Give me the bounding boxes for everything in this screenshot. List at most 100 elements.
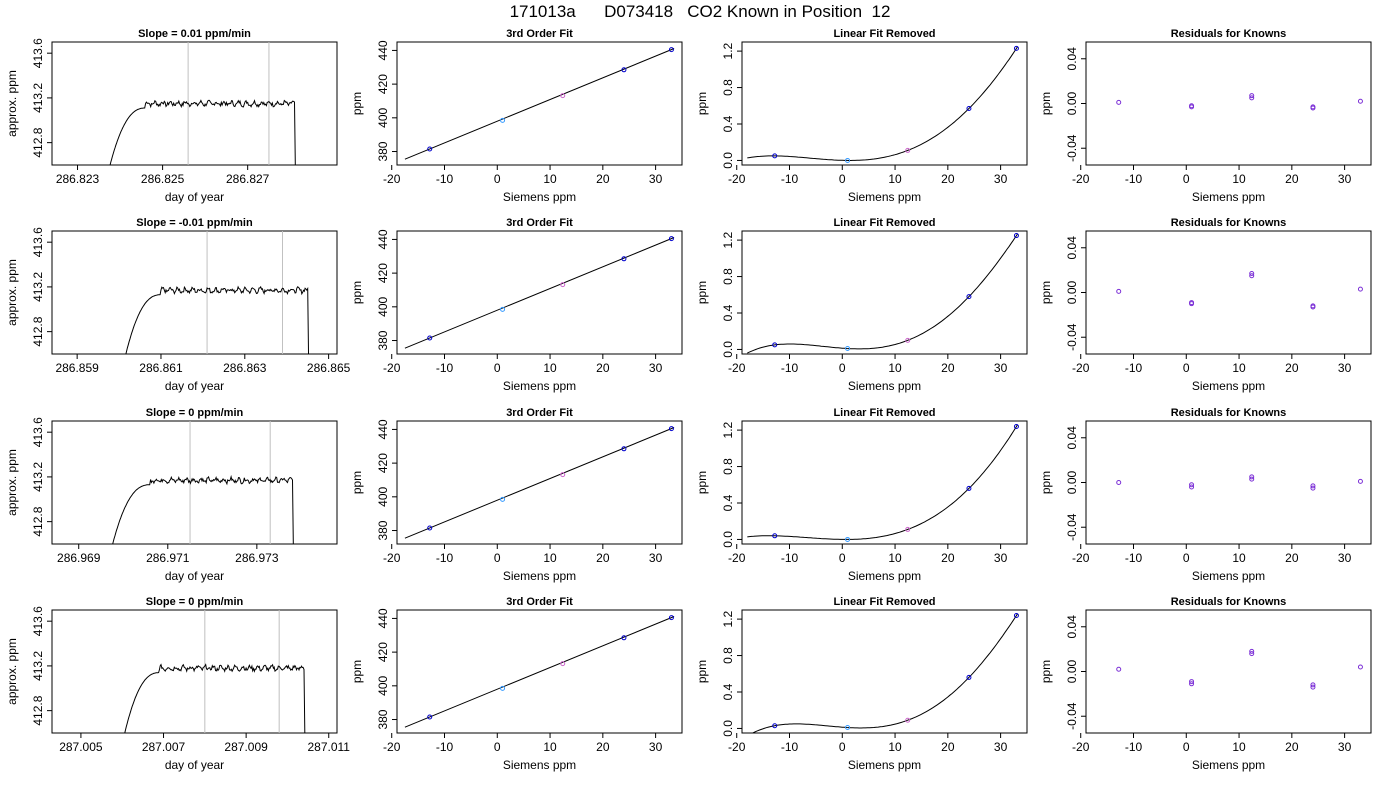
data-point	[772, 153, 778, 159]
x-tick-label: -20	[383, 361, 401, 375]
x-axis-label: Siemens ppm	[1192, 190, 1265, 204]
y-tick-label: 0.4	[721, 683, 735, 700]
y-axis-label: ppm	[1039, 660, 1053, 683]
x-tick-label: -10	[436, 740, 454, 754]
panel-3-3: Residuals for Knowns -20 -10 0 10 20 30 -0.04 0.…	[1039, 596, 1372, 772]
y-axis-label: ppm	[1039, 281, 1053, 304]
x-tick-label: 20	[1285, 551, 1299, 565]
panel-title: Residuals for Knowns	[1171, 28, 1287, 40]
data-point	[905, 337, 911, 343]
x-tick-label: 0	[839, 172, 846, 186]
x-tick-label: -10	[436, 172, 454, 186]
x-axis-label: Siemens ppm	[848, 569, 921, 583]
x-tick-label: -20	[728, 551, 746, 565]
x-tick-label: 20	[596, 551, 610, 565]
data-point	[772, 723, 778, 729]
x-tick-label: 287.005	[59, 740, 103, 754]
y-tick-label: 413.6	[31, 227, 45, 257]
y-axis-label: ppm	[350, 471, 364, 494]
x-tick-label: 30	[1338, 551, 1352, 565]
x-tick-label: 0	[839, 740, 846, 754]
data-point	[1310, 304, 1316, 310]
data-point	[1249, 651, 1255, 657]
x-tick-label: 30	[649, 551, 663, 565]
data-point	[1189, 104, 1195, 110]
x-axis-label: Siemens ppm	[848, 379, 921, 393]
y-tick-label: 380	[376, 330, 390, 350]
panel-0-3: Residuals for Knowns -20 -10 0 10 20 30 -0.04 0.…	[1039, 28, 1372, 204]
panel-title: 3rd Order Fit	[506, 407, 573, 419]
concentration-trace	[109, 99, 296, 165]
data-point	[621, 446, 627, 452]
data-point	[668, 47, 674, 53]
x-tick-label: 0	[1183, 740, 1190, 754]
x-axis-label: Siemens ppm	[1192, 379, 1265, 393]
y-axis-label: ppm	[695, 281, 709, 304]
y-tick-label: 0.00	[1065, 280, 1079, 304]
x-tick-label: 286.971	[146, 551, 190, 565]
data-point	[427, 335, 433, 341]
data-point	[1310, 682, 1316, 688]
concentration-trace	[124, 663, 306, 733]
data-point	[845, 725, 851, 731]
x-tick-label: 30	[649, 361, 663, 375]
plot-area	[109, 42, 296, 165]
x-tick-label: 0	[839, 551, 846, 565]
y-tick-label: 400	[376, 486, 390, 506]
data-point	[966, 294, 972, 300]
x-tick-label: 286.861	[139, 361, 183, 375]
y-tick-label: 0.8	[721, 647, 735, 664]
plot-area	[1116, 270, 1363, 310]
y-tick-label: 420	[376, 263, 390, 283]
x-tick-label: 286.827	[226, 172, 270, 186]
y-tick-label: 0.0	[721, 341, 735, 358]
data-point	[1189, 482, 1195, 488]
y-axis-label: ppm	[350, 281, 364, 304]
plot-frame	[741, 41, 1028, 166]
data-point	[621, 256, 627, 262]
fit-line	[404, 427, 675, 539]
panel-2-0: Slope = 0 ppm/min 286.969 286.971 286.973 41…	[5, 407, 338, 583]
y-tick-label: 412.8	[31, 127, 45, 157]
y-tick-label: 0.0	[721, 531, 735, 548]
data-point	[427, 146, 433, 152]
panel-title: Slope = 0 ppm/min	[146, 407, 244, 419]
x-tick-label: 10	[543, 740, 557, 754]
x-tick-label: 286.823	[56, 172, 100, 186]
data-point	[500, 685, 506, 691]
data-point	[845, 346, 851, 352]
x-axis-label: Siemens ppm	[1192, 569, 1265, 583]
data-point	[1249, 474, 1255, 480]
y-tick-label: 1.2	[721, 42, 735, 59]
data-point	[1013, 233, 1019, 239]
x-tick-label: -10	[436, 551, 454, 565]
x-tick-label: 10	[888, 172, 902, 186]
x-tick-label: 30	[649, 172, 663, 186]
x-tick-label: 30	[1338, 172, 1352, 186]
x-axis-label: Siemens ppm	[503, 379, 576, 393]
panel-0-2: Linear Fit Removed -20 -10 0 10 20 30 0.0 0.4 0.8…	[695, 28, 1028, 204]
panel-title: 3rd Order Fit	[506, 596, 573, 608]
x-tick-label: 10	[543, 361, 557, 375]
plot-area	[1116, 474, 1363, 491]
data-point	[1189, 681, 1195, 687]
plot-area	[1116, 93, 1363, 111]
x-tick-label: 10	[1232, 551, 1246, 565]
plot-frame	[51, 41, 338, 166]
data-point	[1116, 288, 1122, 294]
plot-frame	[396, 230, 683, 355]
y-tick-label: 1.2	[721, 231, 735, 248]
panel-3-2: Linear Fit Removed -20 -10 0 10 20 30 0.0 0.4 0.8…	[695, 596, 1028, 772]
plot-area	[1116, 648, 1363, 690]
x-tick-label: 10	[888, 551, 902, 565]
data-point	[1310, 105, 1316, 111]
y-axis-label: ppm	[1039, 471, 1053, 494]
plot-frame	[1085, 230, 1372, 355]
data-point	[966, 674, 972, 680]
plot-frame	[741, 230, 1028, 355]
y-tick-label: 413.6	[31, 606, 45, 636]
plot-area	[747, 233, 1019, 354]
x-tick-label: 20	[941, 740, 955, 754]
x-tick-label: -20	[1072, 172, 1090, 186]
y-tick-label: 420	[376, 453, 390, 473]
